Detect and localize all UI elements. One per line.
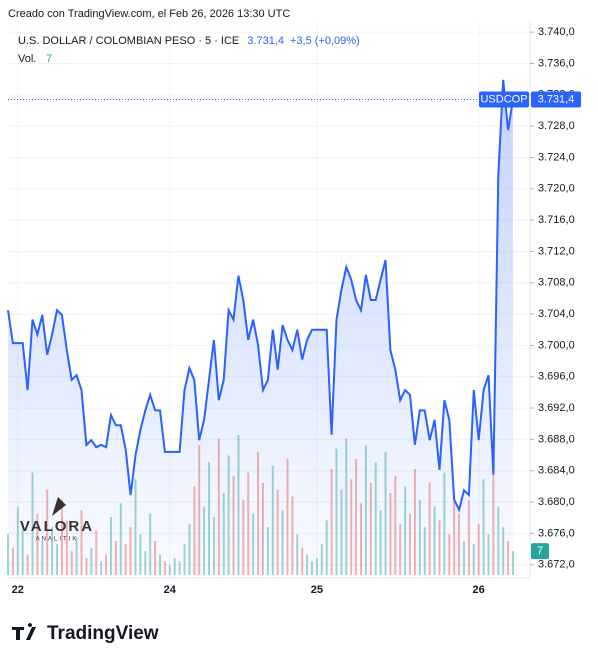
brand: TradingView bbox=[12, 623, 159, 644]
legend-price: 3.731,4 bbox=[247, 35, 284, 47]
y-tick-label: 3.708,0 bbox=[538, 277, 575, 289]
price-line bbox=[7, 79, 514, 513]
volume-tag bbox=[531, 543, 549, 560]
y-tick-label: 3.676,0 bbox=[538, 527, 575, 539]
y-tick-label: 3.740,0 bbox=[538, 26, 575, 38]
volume-tag-label: 7 bbox=[537, 545, 543, 557]
symbol-tag-label: USDCOP bbox=[480, 93, 527, 105]
symbol-tag bbox=[479, 91, 529, 108]
legend-volume-name: Vol. bbox=[18, 53, 36, 65]
y-tick-label: 3.724,0 bbox=[538, 151, 575, 163]
y-tick-label: 3.716,0 bbox=[538, 214, 575, 226]
legend-title: U.S. DOLLAR / COLOMBIAN PESO · 5 · ICE bbox=[18, 35, 239, 47]
y-tick-label: 3.700,0 bbox=[538, 339, 575, 351]
watermark: VALORA ANALITIK bbox=[20, 497, 94, 543]
y-tick-label: 3.680,0 bbox=[538, 496, 575, 508]
plot bbox=[7, 22, 530, 579]
credit: Creado con TradingView.com, el Feb 26, 2… bbox=[8, 8, 290, 20]
y-tick-label: 3.684,0 bbox=[538, 465, 575, 477]
x-tick-label: 26 bbox=[473, 584, 485, 596]
watermark-icon bbox=[52, 497, 66, 516]
x-tick-label: 22 bbox=[12, 584, 24, 596]
y-tick-label: 3.712,0 bbox=[538, 245, 575, 257]
y-tick-label: 3.736,0 bbox=[538, 57, 575, 69]
watermark-subtitle: ANALITIK bbox=[36, 537, 79, 543]
y-tick-label: 3.696,0 bbox=[538, 371, 575, 383]
legend-volume-value: 7 bbox=[46, 53, 52, 65]
y-tick-label: 3.672,0 bbox=[538, 559, 575, 571]
y-tick-label: 3.688,0 bbox=[538, 433, 575, 445]
area bbox=[8, 79, 513, 579]
brand-logo bbox=[12, 623, 36, 640]
x-tick-label: 24 bbox=[164, 584, 177, 596]
price-tag-label: 3.731,4 bbox=[538, 93, 575, 105]
y-tick-label: 3.728,0 bbox=[538, 120, 575, 132]
legend-change: +3,5 (+0,09%) bbox=[290, 35, 360, 47]
watermark-title: VALORA bbox=[20, 518, 94, 535]
legend: U.S. DOLLAR / COLOMBIAN PESO · 5 · ICE 3… bbox=[18, 35, 360, 65]
price-tag bbox=[531, 91, 581, 108]
brand-name: TradingView bbox=[47, 623, 159, 644]
y-tick-label: 3.720,0 bbox=[538, 183, 575, 195]
x-tick-label: 25 bbox=[311, 584, 323, 596]
y-tick-label: 3.692,0 bbox=[538, 402, 575, 414]
y-tick-label: 3.704,0 bbox=[538, 308, 575, 320]
